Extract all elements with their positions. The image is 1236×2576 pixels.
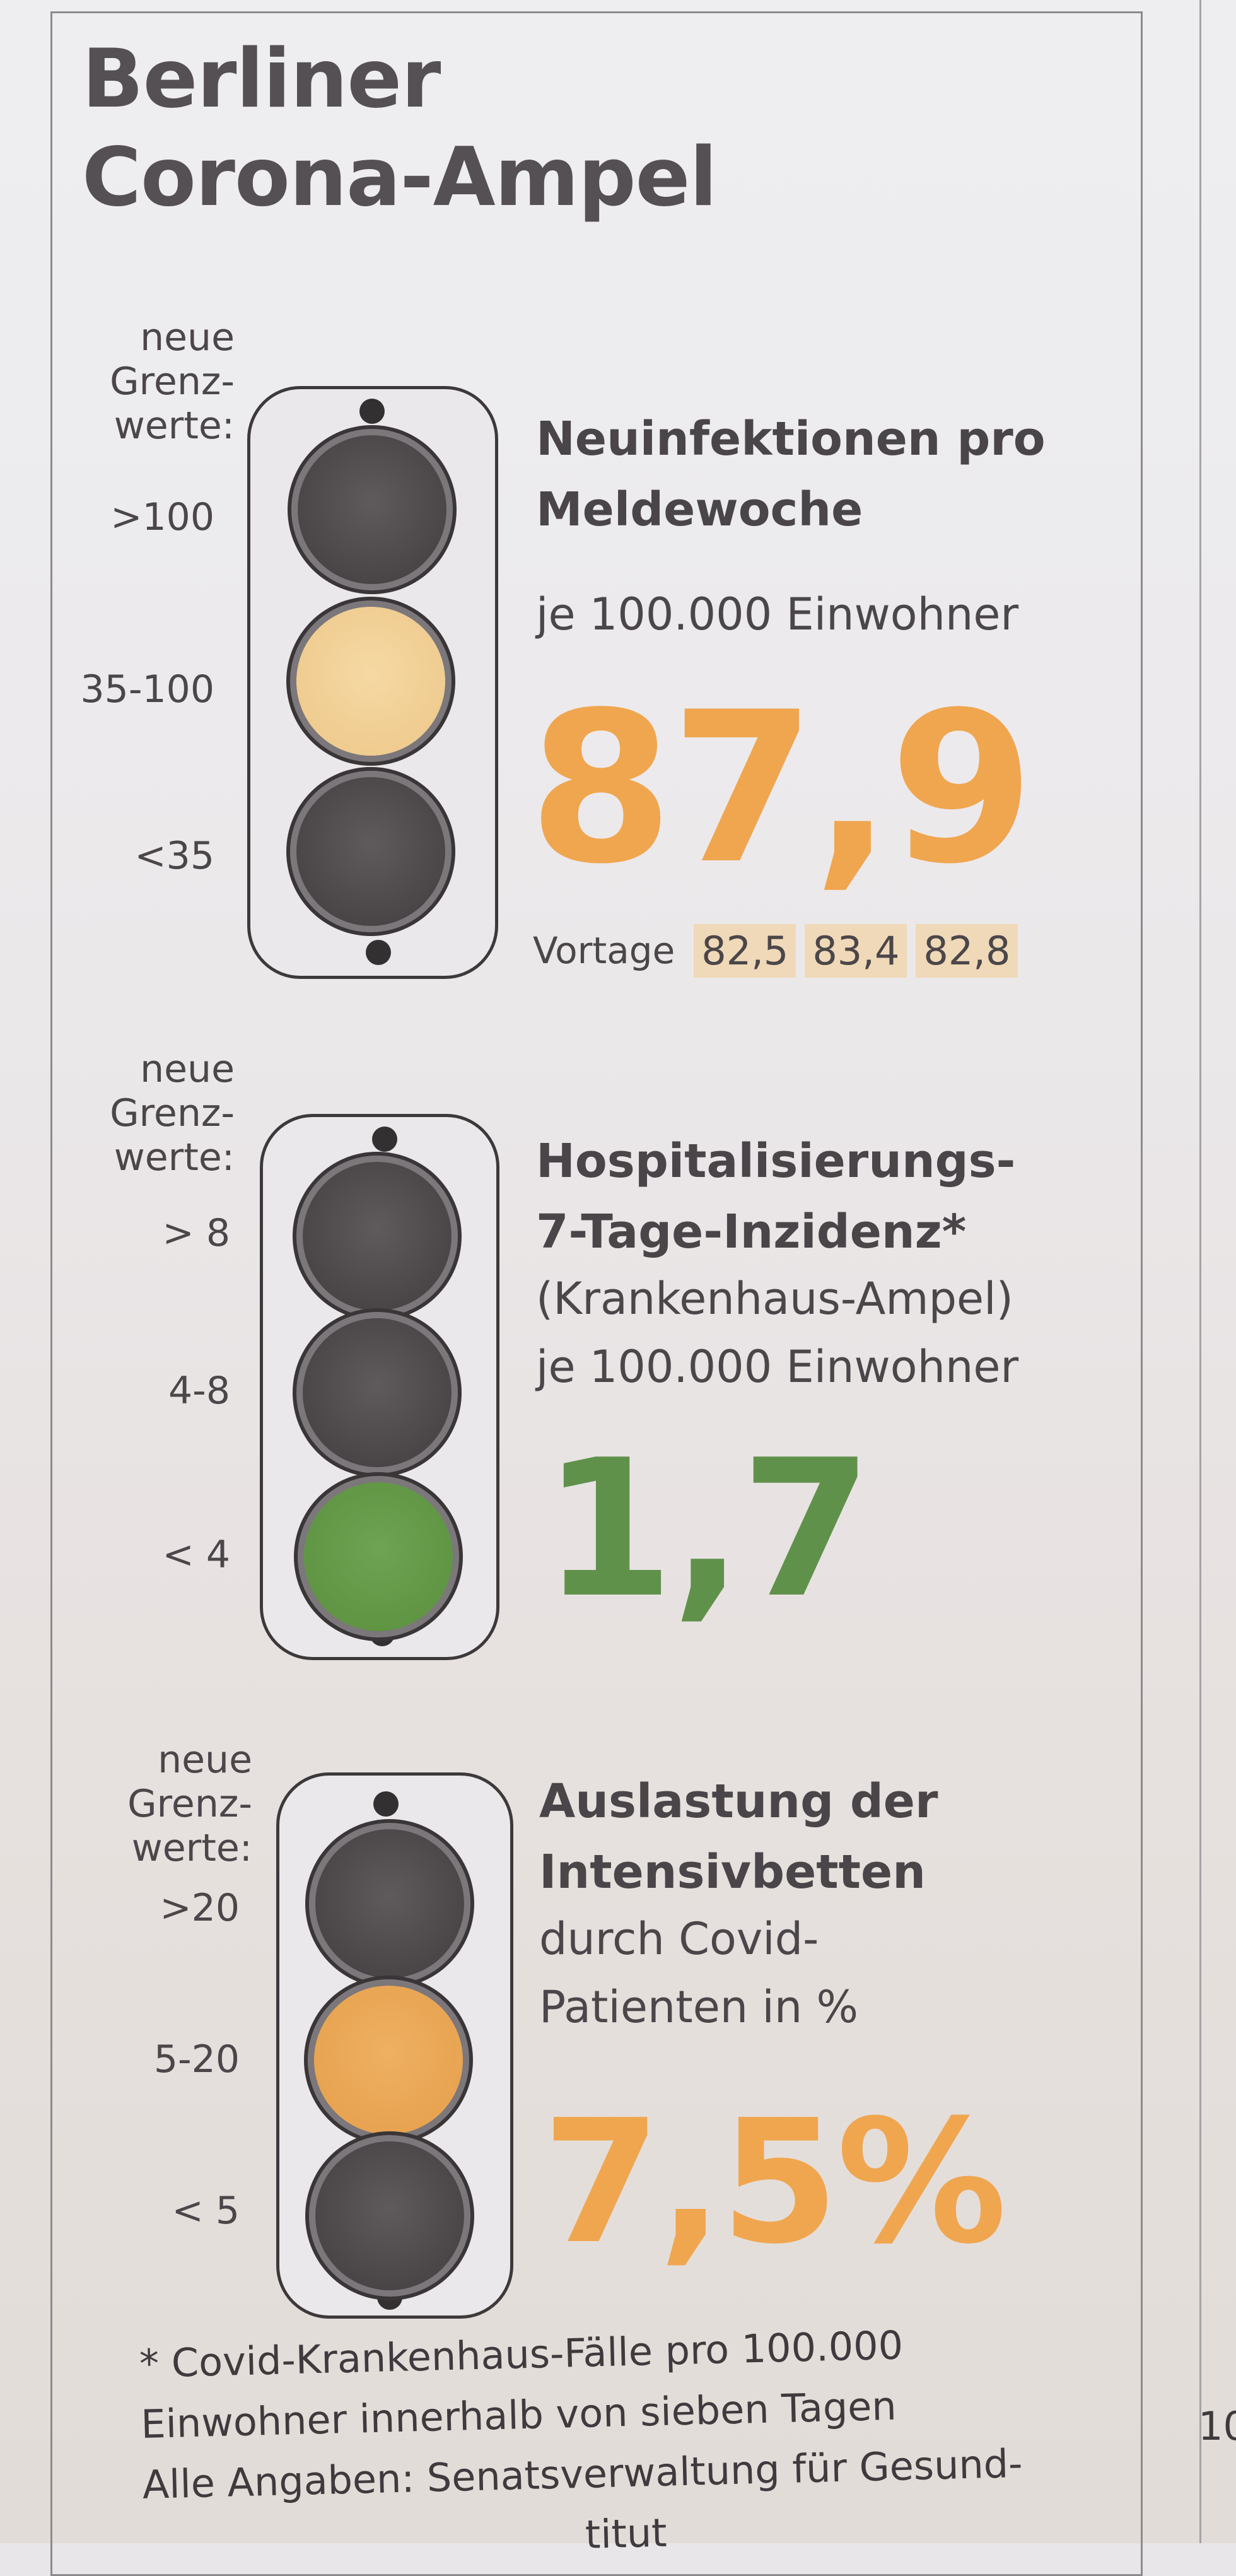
housing-rivet bbox=[359, 399, 385, 424]
lamp-green-off bbox=[315, 2141, 464, 2290]
grenz-label: Grenz- bbox=[110, 360, 235, 404]
housing-rivet bbox=[373, 1791, 399, 1817]
indicator-subtitle: je 100.000 Einwohner bbox=[536, 588, 1019, 640]
threshold-high: >20 bbox=[160, 1886, 240, 1930]
threshold-mid: 35-100 bbox=[80, 667, 214, 711]
neue-label: neue bbox=[158, 1738, 252, 1782]
neue-label: neue bbox=[140, 315, 235, 360]
grenz-label: Grenz- bbox=[127, 1782, 252, 1826]
title-line-1: Berliner bbox=[82, 32, 441, 126]
threshold-high: >100 bbox=[110, 495, 214, 539]
werte-label: werte: bbox=[114, 404, 235, 448]
lamp-yellow-on bbox=[296, 607, 445, 756]
lamp-yellow-on bbox=[314, 1986, 463, 2134]
heading-line: Auslastung der bbox=[539, 1774, 938, 1829]
threshold-low: < 5 bbox=[172, 2189, 240, 2233]
threshold-mid: 4-8 bbox=[168, 1369, 230, 1413]
subtitle-line: je 100.000 Einwohner bbox=[536, 1341, 1019, 1393]
lamp-yellow-off bbox=[303, 1318, 452, 1467]
value-hospitalisierung: 1,7 bbox=[542, 1419, 872, 1639]
heading-line: Meldewoche bbox=[536, 483, 863, 537]
indicator-heading: Auslastung der Intensivbetten bbox=[539, 1766, 938, 1907]
housing-rivet bbox=[366, 940, 391, 965]
threshold-caption: neue Grenz- werte: bbox=[69, 1738, 252, 1870]
werte-label: werte: bbox=[114, 1135, 235, 1180]
threshold-low: < 4 bbox=[162, 1533, 230, 1577]
lamp-green-on bbox=[304, 1482, 453, 1631]
subtitle-line: durch Covid- bbox=[539, 1913, 819, 1965]
column-divider bbox=[1199, 0, 1201, 2543]
subtitle-line: (Krankenhaus-Ampel) bbox=[536, 1273, 1013, 1325]
footnote: * Covid-Krankenhaus-Fälle pro 100.000 Ei… bbox=[139, 2310, 1090, 2576]
vortage-value: 82,5 bbox=[694, 923, 796, 978]
heading-line: 7-Tage-Inzidenz* bbox=[536, 1205, 967, 1259]
subtitle-line: Patienten in % bbox=[539, 1981, 858, 2033]
housing-rivet bbox=[372, 1127, 397, 1152]
threshold-mid: 5-20 bbox=[153, 2037, 240, 2081]
heading-line: Intensivbetten bbox=[539, 1845, 926, 1899]
threshold-caption: neue Grenz- werte: bbox=[69, 315, 235, 448]
lamp-red-off bbox=[315, 1829, 464, 1978]
werte-label: werte: bbox=[131, 1826, 252, 1870]
previous-days: Vortage 82,5 83,4 82,8 bbox=[533, 922, 1018, 979]
title-line-2: Corona-Ampel bbox=[82, 131, 717, 225]
lamp-red-off bbox=[298, 435, 446, 584]
lamp-red-off bbox=[303, 1162, 452, 1311]
indicator-heading: Neuinfektionen pro Meldewoche bbox=[536, 404, 1046, 545]
indicator-subtitle: (Krankenhaus-Ampel) je 100.000 Einwohner bbox=[536, 1265, 1018, 1401]
value-neuinfektionen: 87,9 bbox=[528, 667, 1034, 910]
page-number: 10 bbox=[1198, 2403, 1236, 2449]
value-intensivbetten: 7,5% bbox=[542, 2083, 1007, 2281]
neue-label: neue bbox=[140, 1047, 235, 1091]
indicator-subtitle: durch Covid- Patienten in % bbox=[539, 1905, 858, 2041]
vortage-value: 83,4 bbox=[805, 923, 907, 978]
indicator-heading: Hospitalisierungs- 7-Tage-Inzidenz* bbox=[536, 1126, 1015, 1267]
vortage-value: 82,8 bbox=[916, 923, 1018, 978]
grenz-label: Grenz- bbox=[110, 1091, 235, 1135]
heading-line: Neuinfektionen pro bbox=[536, 412, 1046, 466]
vortage-label: Vortage bbox=[533, 929, 675, 972]
threshold-caption: neue Grenz- werte: bbox=[69, 1047, 235, 1180]
lamp-green-off bbox=[296, 777, 445, 926]
threshold-low: <35 bbox=[134, 834, 214, 878]
threshold-high: > 8 bbox=[162, 1211, 230, 1255]
page-title: Berliner Corona-Ampel bbox=[82, 30, 717, 227]
heading-line: Hospitalisierungs- bbox=[536, 1134, 1016, 1188]
